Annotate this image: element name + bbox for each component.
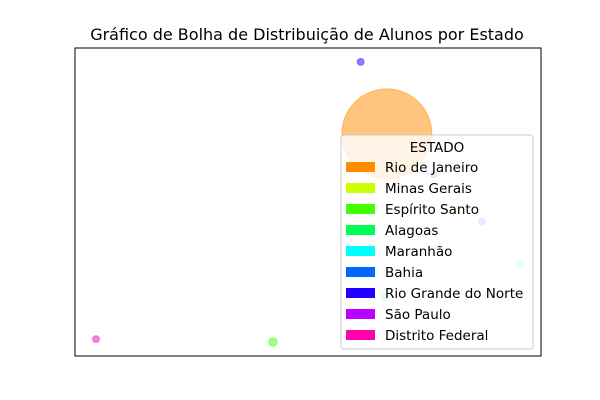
legend-swatch-1 [346, 162, 375, 172]
legend-label-4: Alagoas [385, 223, 438, 239]
legend-swatch-4 [346, 225, 375, 235]
legend-swatch-3 [346, 204, 375, 214]
legend-swatch-7 [346, 288, 375, 298]
legend: ESTADO Rio de Janeiro Minas Gerais Espírito… [340, 134, 534, 350]
legend-title: ESTADO [410, 140, 465, 156]
legend-label-1: Rio de Janeiro [385, 160, 478, 176]
legend-swatch-9 [346, 330, 375, 340]
legend-swatch-5 [346, 246, 375, 256]
legend-label-2: Minas Gerais [385, 181, 472, 197]
legend-swatch-2 [346, 183, 375, 193]
legend-label-9: Distrito Federal [385, 328, 488, 344]
legend-swatch-6 [346, 267, 375, 277]
legend-label-3: Espírito Santo [385, 202, 479, 218]
bubble-7 [356, 58, 365, 66]
bubble-9 [92, 335, 100, 344]
bubble-3 [268, 337, 278, 347]
legend-swatch-8 [346, 309, 375, 319]
legend-label-5: Maranhão [385, 244, 452, 260]
legend-label-6: Bahia [385, 265, 423, 281]
legend-label-8: São Paulo [385, 307, 451, 323]
plot-area-frame [74, 47, 542, 357]
legend-box [340, 134, 534, 350]
legend-label-7: Rio Grande do Norte [385, 286, 523, 302]
chart-title: Gráfico de Bolha de Distribuição de Alun… [90, 25, 524, 44]
